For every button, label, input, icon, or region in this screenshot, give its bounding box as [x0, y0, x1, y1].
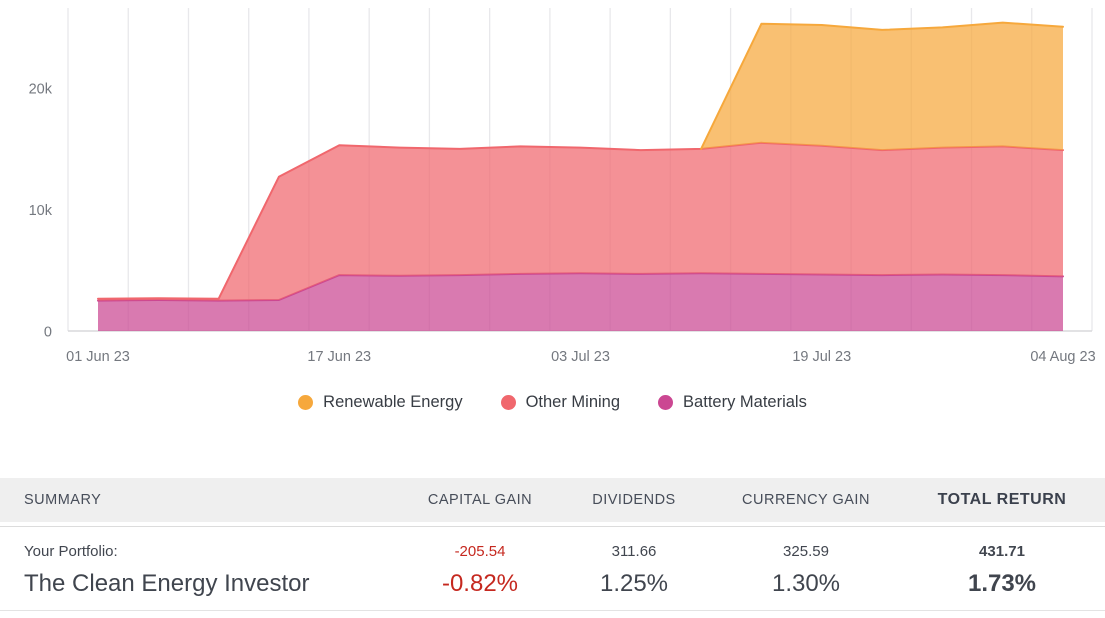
svg-text:17 Jun 23: 17 Jun 23	[307, 349, 371, 365]
legend-item-battery-materials[interactable]: Battery Materials	[658, 393, 807, 412]
header-divider	[0, 526, 1105, 527]
legend-item-renewable-energy[interactable]: Renewable Energy	[298, 392, 463, 412]
battery-materials-dot-icon	[658, 394, 674, 410]
column-header-currency-gain: CURRENCY GAIN	[742, 492, 870, 508]
svg-text:20k: 20k	[29, 82, 53, 98]
svg-text:0: 0	[44, 325, 52, 341]
column-header-total-return: TOTAL RETURN	[937, 491, 1067, 508]
portfolio-name: The Clean Energy Investor	[24, 570, 310, 597]
dividends-value: 311.66	[611, 543, 657, 560]
legend-label: Battery Materials	[683, 392, 807, 411]
portfolio-stacked-area-chart[interactable]: 0 10k 20k 01 Jun 23 17 Jun 23 03 Jul 23 19 Jul…	[0, 0, 1105, 372]
performance-chart-section: 0 10k 20k 01 Jun 23 17 Jun 23 03 Jul 23 19 Jul…	[0, 0, 1105, 414]
chart-legend: Renewable Energy Other Mining Battery Ma…	[0, 390, 1105, 414]
summary-header-row: SUMMARY CAPITAL GAIN DIVIDENDS CURRENCY …	[0, 478, 1105, 522]
column-header-dividends: DIVIDENDS	[592, 492, 676, 508]
legend-label: Other Mining	[525, 392, 621, 411]
dividends-percent: 1.25%	[599, 570, 669, 597]
total-return-value: 431.71	[979, 543, 1025, 560]
svg-text:03 Jul 23: 03 Jul 23	[551, 349, 610, 365]
table-row-portfolio-percentages: The Clean Energy Investor -0.82% 1.25% 1…	[0, 570, 1105, 598]
capital-gain-value: -205.54	[454, 543, 506, 560]
portfolio-label: Your Portfolio:	[24, 543, 118, 560]
column-header-capital-gain: CAPITAL GAIN	[427, 492, 533, 508]
legend-label: Renewable Energy	[323, 392, 463, 411]
renewable-energy-dot-icon	[298, 394, 314, 410]
svg-text:19 Jul 23: 19 Jul 23	[792, 349, 851, 365]
table-bottom-border	[0, 610, 1105, 611]
table-row-portfolio-values: Your Portfolio: -205.54 311.66 325.59 43…	[0, 543, 1105, 560]
column-header-summary: SUMMARY	[24, 492, 102, 508]
legend-item-other-mining[interactable]: Other Mining	[500, 392, 621, 412]
summary-table: SUMMARY CAPITAL GAIN DIVIDENDS CURRENCY …	[0, 478, 1105, 611]
currency-gain-value: 325.59	[783, 543, 829, 560]
other-mining-dot-icon	[500, 394, 516, 410]
svg-text:10k: 10k	[29, 203, 53, 219]
svg-text:01 Jun 23: 01 Jun 23	[66, 349, 130, 365]
capital-gain-percent: -0.82%	[441, 570, 519, 597]
svg-text:04 Aug 23: 04 Aug 23	[1030, 349, 1095, 365]
currency-gain-percent: 1.30%	[771, 570, 841, 597]
total-return-percent: 1.73%	[967, 570, 1037, 597]
